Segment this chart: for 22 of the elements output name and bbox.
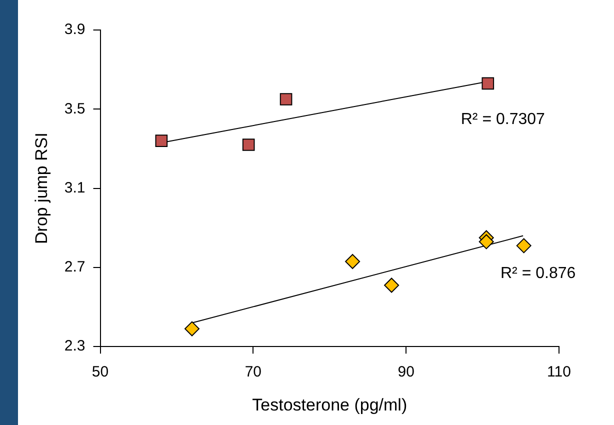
y-tick-label: 3.5: [64, 100, 86, 118]
x-tick-label: 50: [92, 364, 109, 381]
point: [516, 238, 532, 254]
point: [478, 234, 494, 250]
y-tick-label: 3.9: [64, 21, 86, 38]
point: [482, 77, 494, 90]
x-tick-label: 110: [547, 364, 571, 381]
annotation: R² = 0.7307: [460, 110, 546, 128]
point: [384, 278, 400, 293]
annotation: R² = 0.876: [500, 265, 576, 282]
y-tick-label: 2.3: [64, 338, 86, 355]
point: [184, 321, 200, 336]
y-tick-label: 2.7: [64, 258, 86, 276]
point: [242, 138, 255, 151]
x-tick-label: 70: [244, 364, 262, 381]
point: [345, 254, 360, 270]
point: [280, 93, 292, 106]
x-axis-title: Testosterone (pg/ml): [252, 395, 408, 414]
y-axis-title: Drop jump RSI: [32, 132, 51, 244]
y-tick-label: 3.1: [64, 179, 86, 196]
point: [155, 134, 168, 147]
x-tick-label: 90: [398, 364, 414, 381]
